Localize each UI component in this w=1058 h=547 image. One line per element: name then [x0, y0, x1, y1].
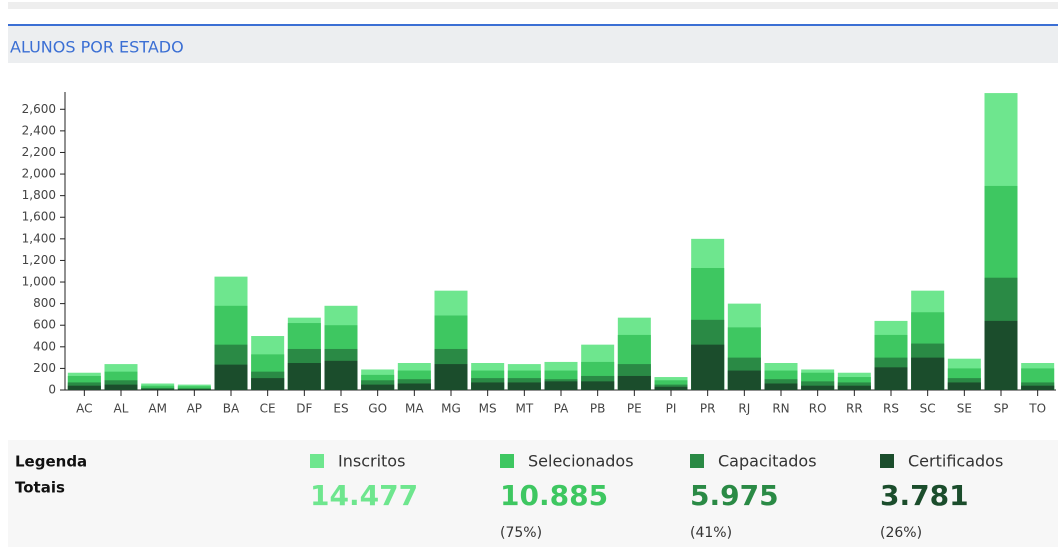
y-tick-label: 2,400	[22, 123, 56, 137]
bar	[251, 378, 285, 390]
y-tick-label: 200	[33, 361, 56, 375]
bar	[984, 320, 1018, 390]
y-tick-label: 1,600	[22, 210, 56, 224]
legend-swatch	[880, 454, 894, 468]
bar	[544, 381, 578, 390]
totals-label: Totais	[15, 479, 65, 497]
x-tick-label: PR	[700, 402, 716, 416]
bar	[434, 364, 468, 390]
bar	[837, 385, 871, 390]
legend-swatch	[310, 454, 324, 468]
bar	[581, 381, 615, 390]
bar	[727, 370, 761, 390]
x-tick-label: PE	[627, 402, 642, 416]
header	[8, 25, 1058, 63]
y-tick-label: 1,000	[22, 275, 56, 289]
bar	[361, 384, 395, 390]
x-tick-label: CE	[260, 402, 276, 416]
series-total: 5.975	[690, 479, 779, 512]
x-tick-label: RS	[883, 402, 899, 416]
bar	[287, 363, 321, 390]
header-line	[8, 24, 1058, 26]
x-tick-label: TO	[1028, 402, 1046, 416]
x-tick-label: PA	[554, 402, 569, 416]
x-tick-label: MT	[515, 402, 533, 416]
bar	[177, 388, 211, 390]
legend-swatch	[500, 454, 514, 468]
legend-label: Capacitados	[718, 452, 817, 471]
x-tick-label: MG	[441, 402, 461, 416]
x-tick-label: MS	[479, 402, 497, 416]
y-tick-label: 600	[33, 318, 56, 332]
series-total: 10.885	[500, 479, 608, 512]
x-tick-label: RN	[772, 402, 789, 416]
x-tick-label: SP	[994, 402, 1009, 416]
x-tick-label: AM	[148, 402, 167, 416]
top-strip	[8, 2, 1058, 9]
x-tick-label: MA	[405, 402, 424, 416]
bar	[654, 386, 688, 390]
bar	[1021, 385, 1055, 390]
bar	[617, 375, 651, 390]
bar	[507, 382, 541, 390]
legend-label: Certificados	[908, 452, 1003, 471]
bar	[324, 360, 358, 390]
bar	[801, 385, 835, 390]
bar	[397, 383, 431, 390]
x-tick-label: RO	[809, 402, 827, 416]
bar	[141, 388, 175, 390]
y-tick-label: 800	[33, 296, 56, 310]
y-tick-label: 2,200	[22, 145, 56, 159]
y-tick-label: 1,800	[22, 188, 56, 202]
x-tick-label: SE	[957, 402, 972, 416]
y-tick-label: 1,200	[22, 253, 56, 267]
bar	[911, 357, 945, 390]
x-tick-label: AL	[114, 402, 129, 416]
x-tick-label: GO	[368, 402, 387, 416]
bar	[874, 367, 908, 390]
series-share: (41%)	[690, 525, 732, 541]
bar	[691, 344, 725, 390]
x-tick-label: RR	[846, 402, 863, 416]
x-tick-label: RJ	[738, 402, 750, 416]
y-tick-label: 0	[48, 383, 56, 397]
series-share: (75%)	[500, 525, 542, 541]
x-tick-label: PB	[590, 402, 605, 416]
legend-label: Selecionados	[528, 452, 634, 471]
legend-swatch	[690, 454, 704, 468]
legend-label: Legenda	[15, 453, 87, 471]
y-tick-label: 1,400	[22, 231, 56, 245]
series-share: (26%)	[880, 525, 922, 541]
bar	[214, 364, 248, 390]
x-tick-label: SC	[920, 402, 936, 416]
bar	[764, 383, 798, 390]
bar	[104, 384, 138, 390]
y-tick-label: 2,000	[22, 167, 56, 181]
x-tick-label: PI	[666, 402, 677, 416]
x-tick-label: AC	[76, 402, 92, 416]
bar	[177, 386, 211, 390]
y-tick-label: 400	[33, 339, 56, 353]
bar	[67, 385, 101, 390]
legend-label: Inscritos	[338, 452, 405, 471]
x-tick-label: BA	[223, 402, 240, 416]
series-total: 3.781	[880, 479, 969, 512]
bar	[947, 382, 981, 390]
x-tick-label: ES	[333, 402, 348, 416]
x-tick-label: AP	[187, 402, 202, 416]
y-tick-label: 2,600	[22, 102, 56, 116]
bar	[471, 382, 505, 390]
x-tick-label: DF	[296, 402, 312, 416]
series-total: 14.477	[310, 479, 418, 512]
chart-title: ALUNOS POR ESTADO	[10, 38, 184, 57]
